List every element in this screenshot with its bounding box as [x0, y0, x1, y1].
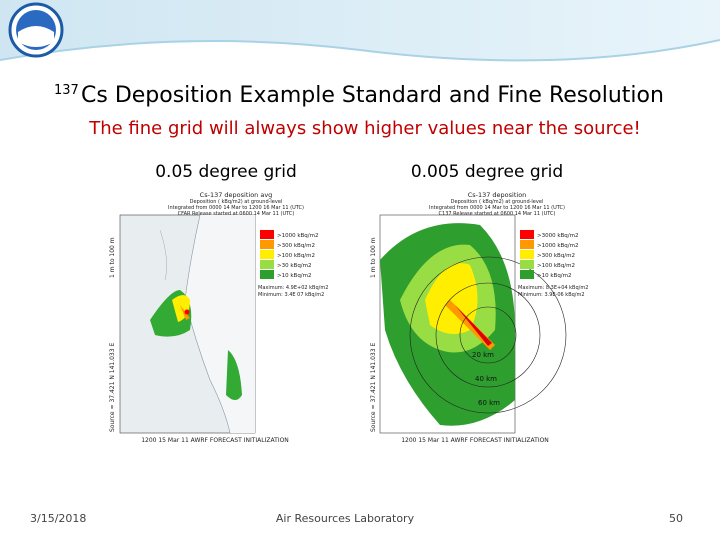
- ring-label: 20 km: [472, 351, 494, 359]
- slide-title: Cs Deposition Example Standard and Fine …: [81, 83, 664, 108]
- map-title-line: Deposition ( kBq/m2) at ground-level: [451, 199, 544, 205]
- map-title-line: Integrated from 0000 14 Mar to 1200 16 M…: [168, 205, 304, 211]
- header-wave-line: [0, 39, 720, 62]
- map-title-line: Cs-137 deposition avg: [200, 191, 273, 199]
- header-wave: [0, 0, 720, 61]
- map-title-line: Integrated from 0000 14 Mar to 1200 16 M…: [429, 205, 565, 211]
- legend-swatch: [260, 240, 274, 249]
- legend-label: >1000 kBq/m2: [277, 233, 319, 239]
- noaa-logo: [8, 2, 64, 58]
- legend-label: >10 kBq/m2: [537, 273, 572, 279]
- map-stat: Maximum: 8.3E+04 kBq/m2: [518, 285, 588, 291]
- legend-swatch: [520, 260, 534, 269]
- map-stat: Minimum: 3.9E-06 kBq/m2: [518, 292, 585, 298]
- map-stat: Maximum: 4.9E+02 kBq/m2: [258, 285, 328, 291]
- legend-label: >100 kBq/m2: [537, 263, 575, 269]
- level-label: 1 m to 100 m: [109, 237, 116, 278]
- legend-swatch: [260, 230, 274, 239]
- legend-swatch: [520, 240, 534, 249]
- title-superscript: 137: [54, 83, 79, 98]
- legend-swatch: [520, 250, 534, 259]
- ring-label: 40 km: [475, 375, 497, 383]
- ring-label: 60 km: [478, 399, 500, 407]
- map-stat: Minimum: 3.4E 07 kBq/m2: [258, 292, 324, 298]
- legend-label: >300 kBq/m2: [537, 253, 575, 259]
- legend-swatch: [520, 270, 534, 279]
- map-title-line: CFAR Release started at 0600 14 Mar 11 (…: [178, 211, 295, 217]
- footer-organization: Air Resources Laboratory: [276, 512, 415, 525]
- map-panel: [368, 190, 620, 446]
- map-footnote: 1200 15 Mar 11 AWRF FORECAST INITIALIZAT…: [401, 437, 549, 444]
- map-title-line: C137 Release started at 0600 14 Mar 11 (…: [439, 211, 556, 217]
- slide-subtitle: The fine grid will always show higher va…: [88, 118, 641, 139]
- panel-caption: 0.05 degree grid: [155, 162, 297, 182]
- map-title-line: Cs-137 deposition: [468, 191, 527, 199]
- legend-label: >10 kBq/m2: [277, 273, 312, 279]
- map-footnote: 1200 15 Mar 11 AWRF FORECAST INITIALIZAT…: [141, 437, 289, 444]
- legend-label: >3000 kBq/m2: [537, 233, 579, 239]
- legend-label: >100 kBq/m2: [277, 253, 315, 259]
- map-panel: [107, 190, 355, 446]
- legend-swatch: [520, 230, 534, 239]
- legend-swatch: [260, 250, 274, 259]
- level-label: 1 m to 100 m: [370, 237, 377, 278]
- legend-label: >30 kBq/m2: [277, 263, 312, 269]
- footer-page: 50: [669, 512, 683, 525]
- source-label: Source ≈ 37.421 N 141.033 E: [370, 343, 377, 432]
- legend-label: >1000 kBq/m2: [537, 243, 579, 249]
- legend-swatch: [260, 260, 274, 269]
- map-title-line: Deposition ( kBq/m2) at ground-level: [190, 199, 283, 205]
- legend-swatch: [260, 270, 274, 279]
- panel-caption: 0.005 degree grid: [411, 162, 563, 182]
- legend-label: >300 kBq/m2: [277, 243, 315, 249]
- source-label: Source ≈ 37.421 N 141.033 E: [109, 343, 116, 432]
- footer-date: 3/15/2018: [30, 512, 86, 525]
